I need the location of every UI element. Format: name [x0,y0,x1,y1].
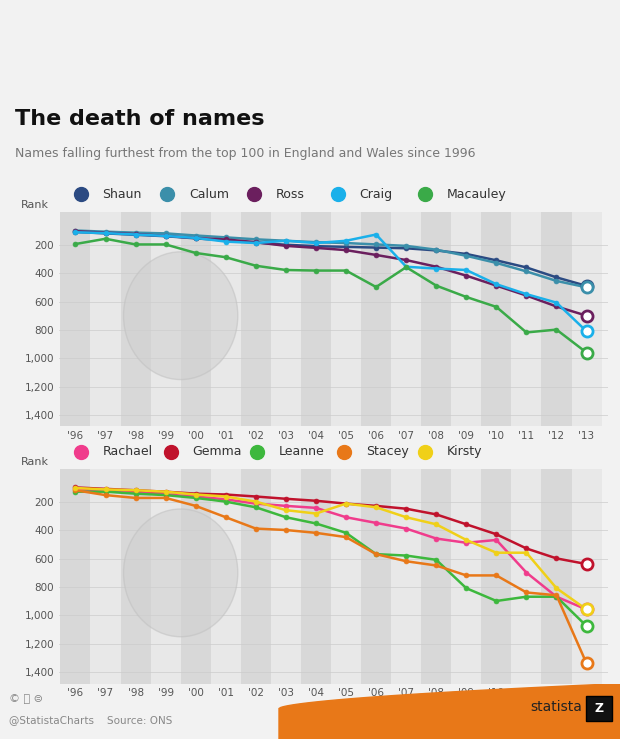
Bar [120,469,151,684]
Bar [421,469,451,684]
Text: Rank: Rank [20,457,48,467]
Bar [481,469,511,684]
Ellipse shape [123,509,238,637]
Bar [572,469,601,684]
Text: statista: statista [530,700,582,714]
Bar [60,469,91,684]
Bar [271,469,301,684]
Bar [180,469,211,684]
Bar [391,469,421,684]
Text: The death of names: The death of names [16,109,265,129]
Bar [180,212,211,426]
Bar [241,469,271,684]
Text: Rachael: Rachael [102,445,153,458]
Polygon shape [279,684,620,739]
Bar [481,212,511,426]
Ellipse shape [123,252,238,380]
Text: Macauley: Macauley [446,188,506,201]
Bar [211,212,241,426]
Text: .co.uk: .co.uk [492,709,521,719]
Text: Kirsty: Kirsty [446,445,482,458]
Bar [211,469,241,684]
Text: Shaun: Shaun [102,188,142,201]
Bar [512,212,541,426]
FancyBboxPatch shape [586,696,612,721]
Bar [91,469,120,684]
Text: @StatistaCharts    Source: ONS: @StatistaCharts Source: ONS [9,715,173,725]
Bar [151,212,180,426]
Bar [331,469,361,684]
Text: Gemma: Gemma [192,445,242,458]
Bar [421,212,451,426]
Bar [301,469,331,684]
Bar [512,469,541,684]
Bar [391,212,421,426]
Bar [541,212,572,426]
Bar [120,212,151,426]
Text: Ross: Ross [276,188,305,201]
Bar [572,212,601,426]
Text: Z: Z [595,702,603,715]
Text: Craig: Craig [360,188,392,201]
Bar [241,212,271,426]
Bar [541,469,572,684]
Text: Calum: Calum [189,188,229,201]
Text: Stacey: Stacey [366,445,409,458]
Bar [91,212,120,426]
Text: Rank: Rank [20,200,48,210]
Text: Leanne: Leanne [279,445,325,458]
Bar [451,212,481,426]
Bar [451,469,481,684]
Bar [271,212,301,426]
Bar [361,212,391,426]
Text: METRO: METRO [425,697,496,715]
Bar [301,212,331,426]
Bar [60,212,91,426]
Text: Names falling furthest from the top 100 in England and Wales since 1996: Names falling furthest from the top 100 … [16,147,476,160]
Text: © ⓘ ⊜: © ⓘ ⊜ [9,694,43,704]
Bar [331,212,361,426]
Bar [151,469,180,684]
Bar [361,469,391,684]
